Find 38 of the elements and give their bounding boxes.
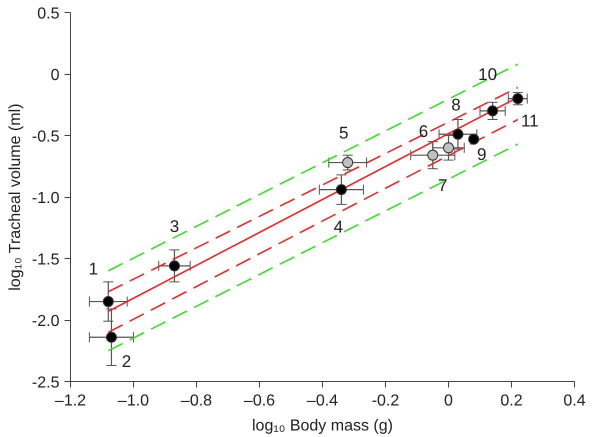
annotation: 1	[88, 260, 98, 279]
x-tick-label: -0.2	[372, 392, 400, 410]
annotation: 11	[520, 112, 539, 131]
point	[427, 150, 438, 161]
point	[468, 134, 480, 145]
annotation: 9	[476, 145, 486, 164]
annotation: 5	[338, 124, 348, 143]
point	[443, 142, 454, 154]
x-tick-label: –0.6	[244, 392, 276, 410]
x-tick-label: –1.2	[54, 392, 86, 410]
x-axis-title: log₁₀ Body mass (g)	[252, 418, 393, 434]
y-tick-label: -0.5	[32, 128, 60, 146]
y-tick-label: 0	[50, 67, 60, 84]
x-tick-label: –0.8	[180, 392, 212, 410]
y-tick-label: -1.5	[32, 252, 60, 268]
annotation: 4	[334, 218, 344, 237]
x-tick-label: –0.4	[306, 392, 338, 410]
point	[336, 184, 347, 196]
x-tick-label: 0.4	[563, 392, 586, 410]
y-tick-label: -1.0	[32, 190, 60, 207]
point	[102, 296, 114, 308]
y-tick-label: -2.0	[32, 313, 60, 330]
annotation: 8	[451, 95, 461, 114]
point	[452, 128, 464, 140]
annotation: 10	[478, 64, 498, 84]
y-tick-label: -2.5	[32, 374, 60, 392]
x-tick-label: 0	[444, 392, 454, 410]
annotation: 2	[122, 352, 132, 372]
annotation: 3	[170, 216, 180, 236]
point	[487, 105, 498, 116]
x-tick-label: 0.2	[500, 392, 523, 410]
point	[106, 332, 117, 343]
x-tick-label: –1.0	[118, 392, 150, 410]
y-tick-label: 0.5	[37, 6, 60, 22]
point	[168, 260, 180, 272]
y-axis-title: log₁₀ Tracheal volume (ml)	[6, 104, 24, 291]
annotation: 6	[418, 122, 428, 141]
point	[342, 157, 354, 168]
